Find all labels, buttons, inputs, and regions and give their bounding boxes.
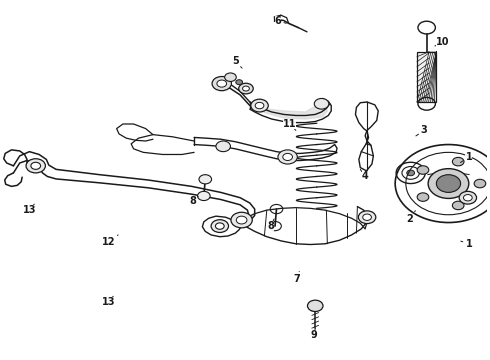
Circle shape (239, 83, 253, 94)
Circle shape (417, 166, 429, 174)
Text: 5: 5 (232, 56, 242, 68)
Text: 13: 13 (101, 296, 115, 307)
Text: 13: 13 (23, 204, 36, 215)
Text: 7: 7 (294, 271, 300, 284)
Circle shape (199, 175, 212, 184)
Text: 4: 4 (360, 169, 368, 181)
Circle shape (464, 194, 472, 201)
Text: 1: 1 (461, 239, 472, 249)
Circle shape (231, 212, 252, 228)
Circle shape (428, 168, 469, 198)
Circle shape (251, 99, 268, 112)
Circle shape (255, 102, 264, 109)
Circle shape (358, 211, 376, 224)
Text: 11: 11 (283, 119, 296, 130)
Circle shape (278, 150, 297, 164)
Circle shape (452, 201, 464, 210)
Text: 10: 10 (435, 37, 449, 47)
Text: 1: 1 (461, 152, 472, 162)
Circle shape (283, 153, 293, 161)
Circle shape (459, 192, 477, 204)
Text: 9: 9 (311, 328, 318, 340)
Circle shape (407, 170, 415, 176)
Text: 8: 8 (189, 196, 198, 206)
FancyBboxPatch shape (417, 52, 437, 102)
Text: 2: 2 (406, 211, 416, 224)
Text: 8: 8 (267, 219, 274, 231)
Circle shape (236, 216, 247, 224)
Circle shape (211, 220, 228, 233)
Circle shape (212, 77, 231, 91)
Circle shape (243, 86, 249, 91)
Circle shape (314, 99, 329, 109)
Circle shape (437, 175, 461, 192)
Circle shape (474, 179, 486, 188)
Text: 12: 12 (101, 235, 118, 247)
Text: 3: 3 (416, 125, 428, 136)
Circle shape (216, 223, 224, 229)
Circle shape (236, 80, 243, 85)
Circle shape (308, 300, 323, 311)
Circle shape (197, 192, 210, 201)
Circle shape (26, 159, 46, 173)
Circle shape (417, 193, 429, 201)
Circle shape (224, 73, 236, 81)
Circle shape (452, 157, 464, 166)
Circle shape (216, 141, 230, 152)
Text: 6: 6 (274, 15, 286, 26)
Polygon shape (250, 101, 327, 119)
Circle shape (363, 214, 371, 220)
Circle shape (31, 162, 41, 169)
Circle shape (217, 80, 226, 87)
